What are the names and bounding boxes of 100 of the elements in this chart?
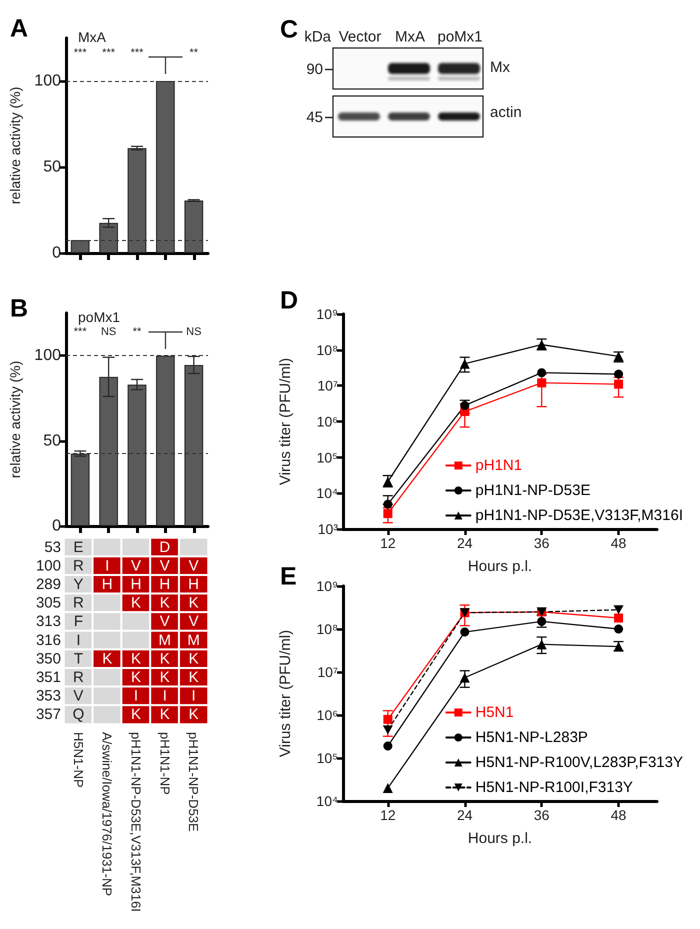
y-tick-label: 10⁴ — [316, 485, 338, 502]
y-tick-label: 50 — [43, 432, 62, 450]
legend-label: H5N1-NP-R100I,F313Y — [475, 779, 633, 796]
legend-label: pH1N1-NP-D53E,V313F,M316I — [475, 507, 684, 524]
text: R — [72, 669, 84, 686]
annotation: NS — [100, 326, 116, 338]
category-label: 45 — [306, 109, 323, 126]
x-axis-title: Hours p.l. — [468, 830, 532, 847]
x-tick-label: 24 — [456, 807, 473, 823]
x-tick-label: pH1N1-NP-D53E,V313F,M316I — [128, 732, 144, 912]
y-tick-label: 350 — [36, 650, 61, 668]
annotation: *** — [130, 47, 144, 59]
text: K — [102, 650, 112, 668]
x-tick-label: H5N1-NP — [70, 732, 86, 788]
y-tick-label: 10⁸ — [316, 621, 338, 637]
text: I — [162, 688, 167, 705]
chart-subtitle: MxA — [78, 29, 107, 45]
x-tick-label: 36 — [534, 535, 550, 551]
text: F — [74, 613, 83, 630]
text: V — [73, 688, 84, 705]
x-tick-label: 48 — [610, 535, 627, 551]
category-label: actin — [490, 104, 522, 121]
text: Y — [73, 576, 84, 593]
y-tick-label: 10⁸ — [316, 342, 338, 358]
x-tick-label: 36 — [534, 807, 550, 823]
chart-subtitle: poMx1 — [78, 309, 120, 325]
x-tick-label: 12 — [380, 535, 396, 551]
text: K — [160, 594, 170, 612]
y-tick-label: 313 — [36, 613, 61, 630]
text: K — [188, 669, 199, 686]
text: I — [105, 557, 110, 574]
y-axis-title: Virus titer (PFU/ml) — [277, 630, 294, 758]
text: V — [188, 557, 199, 574]
x-tick-label: A/swine/Iowa/1976/1931-NP — [100, 732, 115, 896]
y-axis-title: relative activity (%) — [7, 86, 23, 204]
text: H — [159, 576, 170, 593]
x-tick-label: pH1N1-NP-D53E — [186, 732, 202, 832]
text: K — [130, 650, 142, 668]
y-tick-label: 316 — [36, 632, 61, 649]
y-tick-label: 100 — [36, 557, 61, 574]
y-tick-label: 10⁶ — [316, 414, 338, 430]
text: M — [187, 632, 200, 649]
text: V — [188, 613, 199, 630]
y-tick-label: 50 — [43, 158, 62, 176]
legend-label: H5N1-NP-R100V,L283P,F313Y — [475, 754, 684, 771]
annotation: *** — [74, 47, 88, 59]
legend-label: H5N1 — [475, 704, 514, 721]
y-tick-label: 100 — [34, 72, 62, 90]
text: Q — [72, 706, 84, 724]
y-tick-label: 10⁷ — [317, 664, 338, 680]
text: H — [188, 576, 200, 593]
y-tick-label: 10⁹ — [316, 306, 338, 322]
text: E — [73, 538, 84, 556]
y-tick-label: 10⁷ — [317, 378, 338, 394]
text: V — [160, 557, 170, 574]
annotation: *** — [102, 47, 116, 59]
category-label: Vector — [338, 28, 382, 46]
text: V — [130, 557, 142, 574]
text: K — [130, 669, 142, 686]
text: V — [160, 613, 170, 630]
annotation: ** — [132, 326, 142, 338]
y-tick-label: 10⁵ — [316, 449, 338, 466]
legend-label: pH1N1 — [475, 457, 522, 474]
text: M — [158, 632, 172, 649]
chart-title: A — [10, 14, 28, 42]
text: kDa — [304, 28, 332, 46]
text: K — [188, 706, 199, 724]
y-tick-label: 10⁶ — [316, 707, 338, 723]
text: K — [160, 706, 170, 724]
y-tick-label: 10⁴ — [316, 793, 338, 809]
text: H — [102, 576, 113, 593]
y-tick-label: 289 — [36, 576, 61, 593]
chart-title: B — [10, 294, 28, 322]
annotation: NS — [186, 326, 202, 338]
category-label: poMx1 — [437, 28, 483, 46]
category-label: MxA — [395, 28, 425, 46]
text: D — [159, 538, 170, 556]
text: I — [192, 688, 196, 705]
text: T — [74, 650, 83, 668]
text: I — [134, 688, 138, 705]
chart-title: D — [280, 286, 298, 314]
y-tick-label: 10⁵ — [316, 750, 338, 766]
y-tick-label: 357 — [36, 706, 61, 724]
text: R — [72, 557, 84, 574]
annotation: ** — [190, 47, 199, 59]
category-label: Mx — [490, 59, 510, 76]
legend-label: pH1N1-NP-D53E — [475, 482, 590, 499]
text: R — [72, 594, 84, 612]
text: C — [280, 16, 298, 44]
text: K — [160, 650, 170, 668]
x-tick-label: 48 — [610, 807, 627, 823]
y-tick-label: 100 — [34, 347, 62, 364]
legend-label: H5N1-NP-L283P — [475, 729, 588, 746]
text: I — [76, 632, 80, 649]
y-tick-label: 353 — [36, 688, 61, 705]
y-tick-label: 10⁹ — [316, 578, 338, 594]
y-tick-label: 0 — [52, 518, 62, 534]
x-tick-label: 12 — [380, 807, 396, 823]
annotation: *** — [74, 326, 88, 338]
x-axis-title: Hours p.l. — [468, 558, 532, 575]
